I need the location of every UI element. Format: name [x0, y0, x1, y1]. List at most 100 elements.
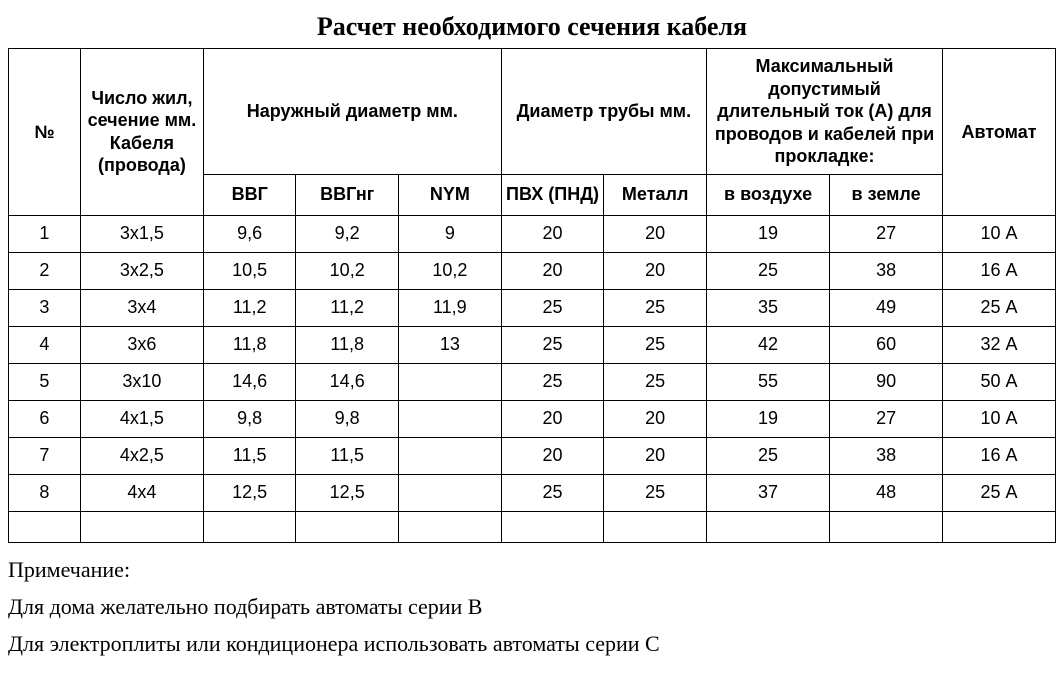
cell-metal: 25	[604, 289, 707, 326]
cell-vvgng: 9,2	[296, 215, 399, 252]
cell-pvc: 20	[501, 215, 604, 252]
cell-vvg: 9,6	[204, 215, 296, 252]
table-row: 23х2,510,510,210,22020253816 А	[9, 252, 1056, 289]
cell-pvc: 25	[501, 363, 604, 400]
col-group-max-current: Максимальный допустимый длительный ток (…	[706, 49, 942, 175]
cell-vvg: 11,2	[204, 289, 296, 326]
cell-n: 4	[9, 326, 81, 363]
cell-metal: 20	[604, 252, 707, 289]
cell-pvc: 25	[501, 474, 604, 511]
cell-nym	[399, 363, 502, 400]
cell-air: 25	[706, 252, 829, 289]
cell-n: 2	[9, 252, 81, 289]
cell-metal: 25	[604, 326, 707, 363]
cell-spec: 3х1,5	[80, 215, 203, 252]
cell-auto: 10 А	[943, 215, 1056, 252]
cell-vvgng: 11,2	[296, 289, 399, 326]
cell-blank	[943, 511, 1056, 542]
cell-blank	[204, 511, 296, 542]
cell-vvg: 12,5	[204, 474, 296, 511]
cell-air: 55	[706, 363, 829, 400]
page-title: Расчет необходимого сечения кабеля	[8, 8, 1056, 48]
cell-air: 35	[706, 289, 829, 326]
cell-gnd: 49	[830, 289, 943, 326]
cell-blank	[399, 511, 502, 542]
cable-table: № Число жил, сечение мм. Кабеля (провода…	[8, 48, 1056, 543]
cell-vvgng: 10,2	[296, 252, 399, 289]
col-vvg: ВВГ	[204, 174, 296, 215]
cell-spec: 3х6	[80, 326, 203, 363]
cell-spec: 3х4	[80, 289, 203, 326]
cell-nym: 13	[399, 326, 502, 363]
cell-vvgng: 11,8	[296, 326, 399, 363]
cell-pvc: 25	[501, 326, 604, 363]
notes-block: Примечание: Для дома желательно подбират…	[8, 543, 1056, 662]
col-num: №	[9, 49, 81, 216]
cell-metal: 25	[604, 474, 707, 511]
cell-metal: 25	[604, 363, 707, 400]
cell-auto: 16 А	[943, 437, 1056, 474]
cell-air: 42	[706, 326, 829, 363]
cell-blank	[706, 511, 829, 542]
cell-n: 8	[9, 474, 81, 511]
table-row-blank	[9, 511, 1056, 542]
cell-vvgng: 9,8	[296, 400, 399, 437]
cell-gnd: 60	[830, 326, 943, 363]
cell-spec: 4х4	[80, 474, 203, 511]
cell-blank	[80, 511, 203, 542]
cell-nym: 10,2	[399, 252, 502, 289]
cell-metal: 20	[604, 400, 707, 437]
col-group-pipe-diam: Диаметр трубы мм.	[501, 49, 706, 175]
cell-nym	[399, 400, 502, 437]
col-pvc: ПВХ (ПНД)	[501, 174, 604, 215]
cell-n: 3	[9, 289, 81, 326]
col-air: в воздухе	[706, 174, 829, 215]
table-row: 43х611,811,8132525426032 А	[9, 326, 1056, 363]
cell-auto: 32 А	[943, 326, 1056, 363]
cell-auto: 16 А	[943, 252, 1056, 289]
table-row: 53х1014,614,62525559050 А	[9, 363, 1056, 400]
cell-spec: 4х1,5	[80, 400, 203, 437]
cell-n: 6	[9, 400, 81, 437]
cell-gnd: 27	[830, 215, 943, 252]
cell-auto: 50 А	[943, 363, 1056, 400]
table-row: 33х411,211,211,92525354925 А	[9, 289, 1056, 326]
cell-air: 37	[706, 474, 829, 511]
cell-spec: 3х2,5	[80, 252, 203, 289]
cell-vvg: 11,5	[204, 437, 296, 474]
cell-auto: 25 А	[943, 289, 1056, 326]
cell-gnd: 38	[830, 252, 943, 289]
cell-blank	[9, 511, 81, 542]
col-metal: Металл	[604, 174, 707, 215]
cell-vvgng: 12,5	[296, 474, 399, 511]
cell-gnd: 27	[830, 400, 943, 437]
cell-pvc: 20	[501, 400, 604, 437]
cell-blank	[830, 511, 943, 542]
table-row: 13х1,59,69,292020192710 А	[9, 215, 1056, 252]
cell-blank	[296, 511, 399, 542]
col-group-outer-diam: Наружный диаметр мм.	[204, 49, 502, 175]
cell-pvc: 20	[501, 437, 604, 474]
cell-vvg: 14,6	[204, 363, 296, 400]
col-automat: Автомат	[943, 49, 1056, 216]
header-row-1: № Число жил, сечение мм. Кабеля (провода…	[9, 49, 1056, 175]
cell-pvc: 25	[501, 289, 604, 326]
cell-gnd: 90	[830, 363, 943, 400]
cell-n: 1	[9, 215, 81, 252]
cell-air: 25	[706, 437, 829, 474]
cell-nym	[399, 474, 502, 511]
col-nym: NYM	[399, 174, 502, 215]
cell-vvg: 9,8	[204, 400, 296, 437]
cell-n: 5	[9, 363, 81, 400]
cell-n: 7	[9, 437, 81, 474]
cell-spec: 4х2,5	[80, 437, 203, 474]
col-spec: Число жил, сечение мм. Кабеля (провода)	[80, 49, 203, 216]
cell-vvgng: 11,5	[296, 437, 399, 474]
table-row: 64х1,59,89,82020192710 А	[9, 400, 1056, 437]
cell-nym	[399, 437, 502, 474]
cell-vvgng: 14,6	[296, 363, 399, 400]
cell-auto: 10 А	[943, 400, 1056, 437]
cell-blank	[604, 511, 707, 542]
cell-nym: 11,9	[399, 289, 502, 326]
cell-gnd: 48	[830, 474, 943, 511]
